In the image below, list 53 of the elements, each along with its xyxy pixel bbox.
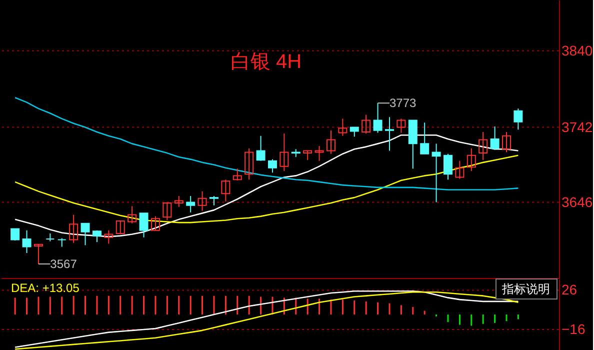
candlestick [198,190,207,212]
candlestick [221,179,230,202]
candlestick [466,148,476,172]
candlestick [34,244,43,264]
annotation: 指标说明 [501,282,550,296]
y-tick-label: 3840 [562,42,593,58]
annotation: DEA: +13.05 [11,281,80,295]
candlestick [455,160,464,180]
candlestick [478,131,488,161]
candlestick [432,143,441,203]
candlestick [396,118,406,134]
candlestick [80,222,90,246]
candlestick [384,116,394,152]
text: 白银 4H [230,51,302,73]
candlestick [174,196,184,208]
candlestick [57,238,66,248]
candlestick [139,212,148,238]
candlestick [408,120,418,170]
candlestick [303,150,312,161]
candlestick [362,114,371,134]
candlestick [420,122,430,154]
candlestick [22,230,32,254]
candlestick [514,108,523,130]
annotation: 3567 [50,256,78,271]
candlestick [209,196,218,206]
candlestick [350,126,359,138]
candlestick [373,102,382,134]
candlestick [69,214,78,244]
candlestick [186,196,196,213]
candlestick [10,228,20,242]
candlestick [326,130,336,154]
candlestick [502,131,511,153]
y-tick-label: 3742 [562,118,593,135]
candlestick [232,168,242,181]
candlestick [268,158,277,174]
candlestick [490,126,500,150]
candlestick [150,216,160,231]
candlestick [46,232,55,242]
candlestick [162,202,172,221]
candlestick [314,146,324,162]
candlestick [244,148,254,180]
candlestick [338,118,348,136]
candlestick [280,133,289,172]
candlestick [256,135,266,162]
candlestick [443,153,452,180]
candlestick [104,230,114,244]
candlestick [116,220,125,235]
candlestick [128,206,137,224]
line-series [14,96,519,190]
annotation: 3773 [389,96,417,110]
y-tick-label: 26 [562,282,578,298]
y-tick-label: −16 [562,320,586,337]
y-tick-label: 3646 [562,194,593,210]
